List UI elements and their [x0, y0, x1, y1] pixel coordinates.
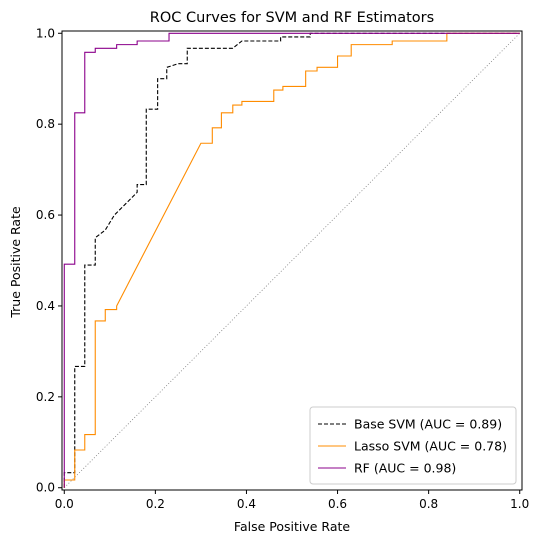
- chance-diagonal: [63, 32, 521, 489]
- legend-label-1: Lasso SVM (AUC = 0.78): [354, 439, 507, 454]
- series-line-1: [63, 32, 520, 488]
- x-axis-ticks: 0.0 0.2 0.4 0.6 0.8 1.0: [55, 490, 529, 511]
- series-layer: [63, 32, 520, 488]
- legend-box: [309, 406, 517, 485]
- y-tick-label: 1.0: [36, 26, 55, 40]
- legend: Base SVM (AUC = 0.89) Lasso SVM (AUC = 0.…: [309, 406, 517, 485]
- plot-frame: [61, 30, 523, 491]
- x-axis-label: False Positive Rate: [234, 519, 350, 534]
- chart-title: ROC Curves for SVM and RF Estimators: [150, 10, 434, 26]
- x-tick-label: 0.8: [419, 497, 438, 511]
- y-tick-label: 0.8: [36, 117, 55, 131]
- y-tick-label: 0.0: [36, 481, 55, 495]
- y-tick-label: 0.2: [36, 390, 55, 404]
- x-tick-label: 0.4: [237, 497, 256, 511]
- y-tick-label: 0.4: [36, 299, 55, 313]
- series-line-2: [63, 32, 520, 488]
- series-line-0: [63, 32, 520, 488]
- x-tick-label: 1.0: [510, 497, 529, 511]
- x-tick-label: 0.0: [55, 497, 74, 511]
- legend-label-2: RF (AUC = 0.98): [354, 461, 456, 476]
- legend-label-0: Base SVM (AUC = 0.89): [354, 417, 502, 432]
- x-tick-label: 0.2: [146, 497, 165, 511]
- y-axis-ticks: 0.0 0.2 0.4 0.6 0.8 1.0: [36, 26, 62, 495]
- plot-area: [61, 30, 523, 491]
- x-tick-label: 0.6: [328, 497, 347, 511]
- y-tick-label: 0.6: [36, 208, 55, 222]
- chance-diagonal-line: [63, 32, 521, 489]
- y-axis-label: True Positive Rate: [8, 206, 23, 319]
